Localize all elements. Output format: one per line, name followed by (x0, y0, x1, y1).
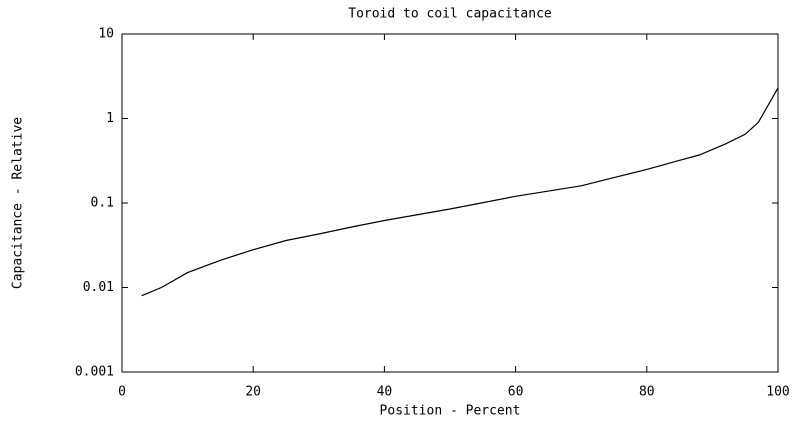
y-axis-label: Capacitance - Relative (11, 117, 26, 289)
x-tick-label: 80 (639, 385, 655, 400)
x-tick-label: 20 (245, 385, 261, 400)
x-axis-label: Position - Percent (380, 404, 521, 419)
data-line (141, 87, 779, 297)
chart-title: Toroid to coil capacitance (348, 7, 552, 22)
x-tick-label: 40 (377, 385, 393, 400)
y-tick-label: 0.1 (91, 196, 114, 211)
y-tick-label: 0.001 (75, 365, 114, 380)
x-tick-label: 100 (766, 385, 789, 400)
x-tick-label: 60 (508, 385, 524, 400)
y-tick-label: 1 (106, 111, 114, 126)
y-tick-label: 0.01 (83, 280, 114, 295)
plot-frame (121, 33, 779, 373)
y-tick-label: 10 (98, 27, 114, 42)
x-tick-label: 0 (118, 385, 126, 400)
